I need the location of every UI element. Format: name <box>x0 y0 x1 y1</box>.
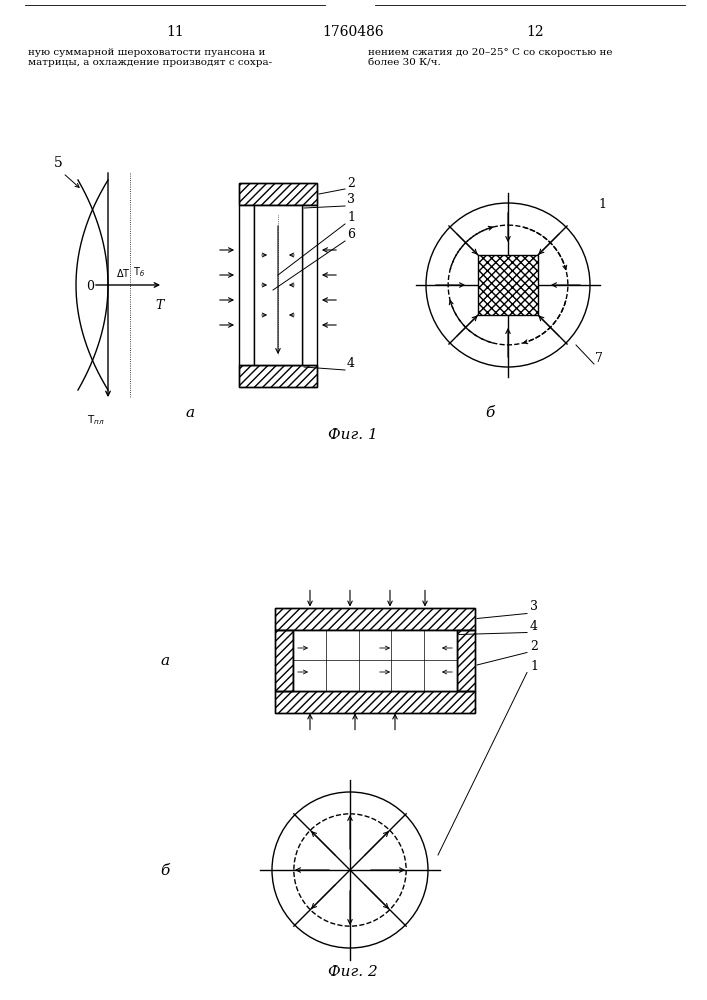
Bar <box>239 365 317 387</box>
Bar <box>302 205 317 365</box>
Ellipse shape <box>426 203 590 367</box>
Ellipse shape <box>272 792 428 948</box>
Text: $\Delta$T: $\Delta$T <box>116 267 131 279</box>
Text: 2: 2 <box>347 177 355 190</box>
Text: 4: 4 <box>347 357 355 370</box>
Text: 1: 1 <box>347 211 355 224</box>
Bar <box>275 630 293 690</box>
Bar <box>275 690 475 712</box>
Bar <box>275 630 293 690</box>
Text: 6: 6 <box>347 228 355 241</box>
Text: нением сжатия до 20–25° С со скоростью не
более 30 К/ч.: нением сжатия до 20–25° С со скоростью н… <box>368 48 612 67</box>
Bar <box>239 365 317 387</box>
Text: 5: 5 <box>54 156 62 170</box>
Bar <box>275 607 475 630</box>
Text: 4: 4 <box>530 619 538 633</box>
Bar <box>254 205 302 365</box>
Bar <box>478 255 538 315</box>
Text: а: а <box>185 406 194 420</box>
Text: 3: 3 <box>530 600 538 613</box>
Text: 7: 7 <box>595 352 603 365</box>
Text: 3: 3 <box>347 193 355 206</box>
Bar <box>239 205 254 365</box>
Text: 0: 0 <box>86 280 94 294</box>
Text: T: T <box>156 299 164 312</box>
Text: а: а <box>160 654 170 668</box>
Bar <box>275 690 475 712</box>
Text: б: б <box>160 864 170 878</box>
Text: ную суммарной шероховатости пуансона и
матрицы, а охлаждение производят с сохра-: ную суммарной шероховатости пуансона и м… <box>28 48 272 67</box>
Text: 1: 1 <box>598 198 606 211</box>
Text: 2: 2 <box>530 640 538 652</box>
Bar <box>239 183 317 205</box>
Bar <box>457 630 475 690</box>
Bar <box>457 630 475 690</box>
Text: Т$_{пл}$: Т$_{пл}$ <box>87 413 105 427</box>
Bar <box>275 607 475 630</box>
Text: 11: 11 <box>166 25 184 39</box>
Text: 1760486: 1760486 <box>322 25 384 39</box>
Text: 12: 12 <box>526 25 544 39</box>
Text: б: б <box>486 406 495 420</box>
Bar <box>239 183 317 205</box>
Text: Т$_б$: Т$_б$ <box>133 265 145 279</box>
Text: Фиг. 2: Фиг. 2 <box>328 965 378 979</box>
Text: 1: 1 <box>530 660 538 672</box>
Bar <box>293 630 457 690</box>
Text: Фиг. 1: Фиг. 1 <box>328 428 378 442</box>
